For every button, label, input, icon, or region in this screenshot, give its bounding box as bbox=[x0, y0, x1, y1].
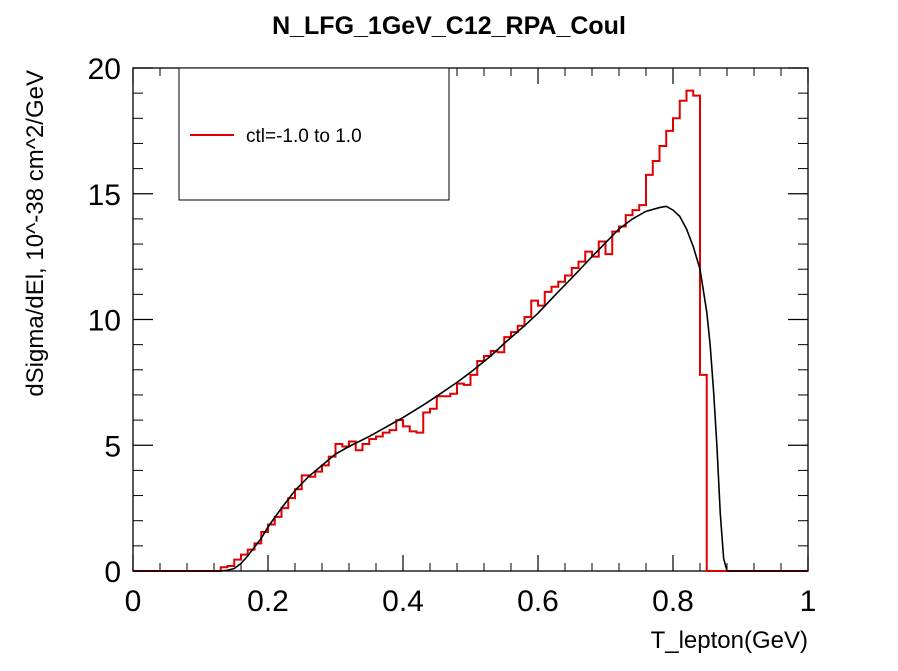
series-layer bbox=[133, 89, 808, 572]
x-tick-label: 0.4 bbox=[382, 585, 424, 618]
y-tick-label: 0 bbox=[104, 556, 121, 589]
x-tick-label: 0.6 bbox=[517, 585, 559, 618]
y-axis-label: dSigma/dEl, 10^-38 cm^2/GeV bbox=[22, 70, 49, 397]
legend-entry-label: ctl=-1.0 to 1.0 bbox=[246, 126, 362, 147]
x-tick-label: 0.2 bbox=[247, 585, 289, 618]
y-axis-ticks bbox=[133, 67, 808, 572]
x-axis-tick-labels: 0 0.2 0.4 0.6 0.8 1 bbox=[125, 585, 817, 618]
y-tick-label: 5 bbox=[104, 430, 121, 463]
chart-title: N_LFG_1GeV_C12_RPA_Coul bbox=[272, 12, 626, 40]
y-axis-tick-labels: 0 5 10 15 20 bbox=[88, 53, 121, 589]
x-axis-label: T_lepton(GeV) bbox=[651, 627, 808, 654]
y-tick-label: 15 bbox=[88, 179, 121, 212]
x-tick-label: 0.8 bbox=[652, 585, 694, 618]
y-tick-label: 20 bbox=[88, 53, 121, 86]
legend: ctl=-1.0 to 1.0 bbox=[178, 67, 450, 201]
x-tick-label: 0 bbox=[125, 585, 142, 618]
series-histogram-ctl bbox=[133, 89, 808, 572]
x-tick-label: 1 bbox=[800, 585, 817, 618]
y-tick-label: 10 bbox=[88, 305, 121, 338]
series-line-reference bbox=[133, 205, 808, 572]
